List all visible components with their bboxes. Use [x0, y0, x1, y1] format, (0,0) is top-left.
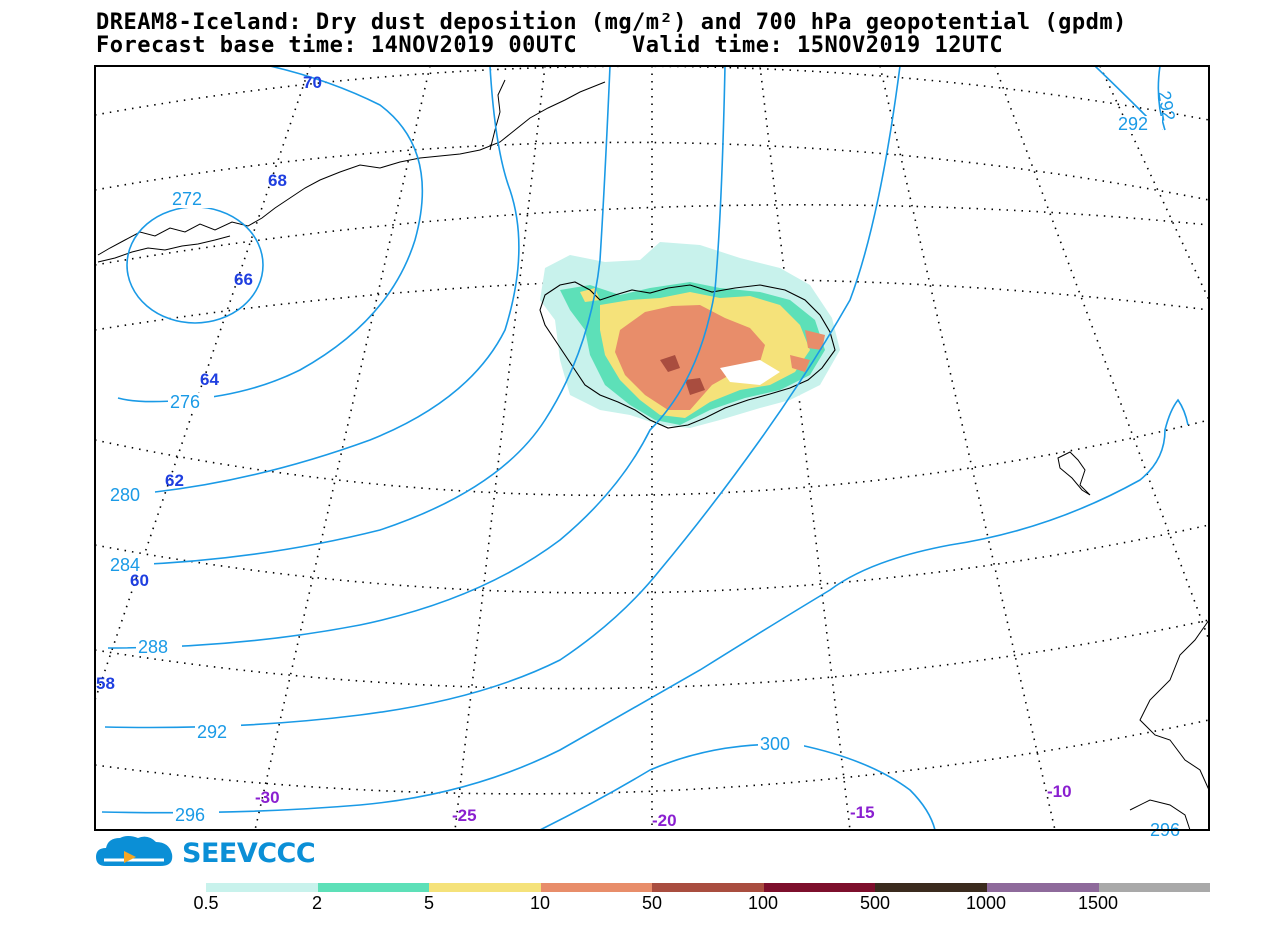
lat-label-66: 66 [234, 270, 253, 289]
legend-label: 500 [859, 893, 891, 913]
legend-label: 1500 [1077, 893, 1119, 913]
legend-swatch [429, 883, 541, 892]
lon-label-10: -10 [1047, 782, 1072, 801]
chart-subtitle: Forecast base time: 14NOV2019 00UTC Vali… [96, 33, 1004, 58]
legend-label: 100 [747, 893, 779, 913]
greenland-coastline [97, 79, 606, 263]
legend-colorbar [206, 883, 1211, 892]
legend-swatch [652, 883, 764, 892]
lon-label-25: -25 [452, 806, 477, 825]
contour-labels: 272 276 280 284 288 292 296 300 292 292 … [108, 89, 1180, 840]
iceland-dust-deposition [540, 242, 840, 428]
seevccc-logo: SEEVCCC [94, 832, 316, 872]
lon-label-15: -15 [850, 803, 875, 822]
faroe-islands [1057, 451, 1091, 496]
legend-swatch [540, 883, 653, 892]
contour-label: 284 [110, 555, 140, 575]
geopotential-contours [101, 66, 1189, 830]
lat-label-70: 70 [303, 73, 322, 92]
logo-text: SEEVCCC [182, 838, 316, 869]
contour-label: 288 [138, 637, 168, 657]
chart-title: DREAM8-Iceland: Dry dust deposition (mg/… [96, 10, 1127, 35]
lat-label-68: 68 [268, 171, 287, 190]
legend-swatch [763, 883, 876, 892]
longitude-grid [95, 66, 1209, 830]
legend-swatch [875, 883, 987, 892]
contour-label: 292 [197, 722, 227, 742]
iceland-coastline [539, 281, 836, 429]
legend-label: 50 [641, 893, 663, 913]
latitude-grid [95, 66, 1209, 795]
contour-label: 296 [175, 805, 205, 825]
lat-label-62: 62 [165, 471, 184, 490]
legend-swatch [206, 883, 318, 892]
cloud-icon [96, 836, 173, 866]
lat-label-64: 64 [200, 370, 219, 389]
scandinavia-coastline [1139, 619, 1209, 791]
legend-swatch [1098, 883, 1211, 892]
map-frame [94, 65, 1210, 831]
lon-label-20: -20 [652, 811, 677, 830]
contour-label: 276 [170, 392, 200, 412]
legend-swatch [986, 883, 1099, 892]
legend-label: 2 [311, 893, 323, 913]
longitude-labels: -30 -25 -20 -15 -10 [255, 782, 1072, 830]
legend-label: 1000 [965, 893, 1007, 913]
scotland-coastline [1129, 799, 1191, 830]
lon-label-30: -30 [255, 788, 280, 807]
contour-label: 300 [760, 734, 790, 754]
legend-swatch [317, 883, 430, 892]
lat-label-58: 58 [96, 674, 115, 693]
latitude-labels: 70 68 66 64 62 60 58 [96, 73, 322, 693]
contour-label: 272 [172, 189, 202, 209]
contour-label: 280 [110, 485, 140, 505]
lat-label-60: 60 [130, 571, 149, 590]
contour-label: 292 [1118, 114, 1148, 134]
legend-label: 0.5 [193, 893, 219, 913]
legend-label: 10 [529, 893, 551, 913]
legend-label: 5 [423, 893, 435, 913]
